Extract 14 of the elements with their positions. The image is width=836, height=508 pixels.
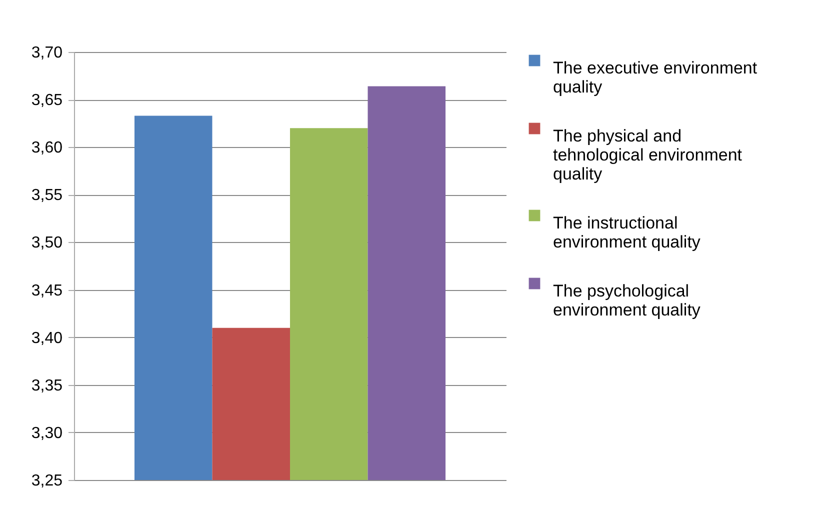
legend-label: The executive environment quality xyxy=(553,58,758,96)
legend-label: The physical and tehnological environment quality xyxy=(553,126,742,184)
y-tick-label: 3,40 xyxy=(31,330,63,347)
y-tick-label: 3,35 xyxy=(31,377,63,394)
legend-label: The psychological environment quality xyxy=(553,282,701,320)
y-tick-label: 3,55 xyxy=(31,187,63,204)
legend-label: The instructional environment quality xyxy=(553,214,701,252)
y-tick-label: 3,65 xyxy=(31,92,63,110)
y-tick-label: 3,25 xyxy=(31,472,63,490)
y-tick-label: 3,50 xyxy=(31,234,63,252)
y-tick-label: 3,30 xyxy=(31,424,63,442)
y-tick-label: 3,45 xyxy=(31,282,63,300)
y-tick-label: 3,70 xyxy=(31,44,63,62)
y-tick-label: 3,60 xyxy=(31,140,63,157)
